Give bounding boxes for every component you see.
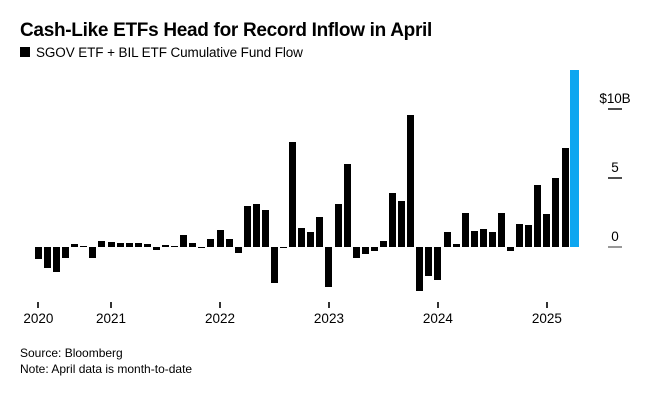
bar [116, 242, 124, 247]
legend-label: SGOV ETF + BIL ETF Cumulative Fund Flow [36, 44, 303, 60]
y-axis-tick [608, 177, 622, 179]
x-axis-label: 2023 [313, 311, 344, 326]
bar [525, 224, 533, 247]
x-axis-tick [37, 302, 40, 308]
chart-footer: Source: Bloomberg Note: April data is mo… [20, 345, 192, 377]
bar [416, 247, 424, 292]
bar [343, 164, 351, 247]
x-axis-tick [327, 302, 330, 308]
bar [352, 247, 360, 259]
y-axis-label: 5 [611, 160, 619, 175]
x-axis-label: 2020 [23, 311, 54, 326]
bar [234, 247, 242, 253]
bar [261, 209, 269, 247]
bar [80, 245, 88, 247]
bar [379, 241, 387, 247]
bar [62, 247, 70, 259]
bar [370, 247, 378, 252]
bar [425, 247, 433, 276]
bar [198, 247, 206, 249]
bar [98, 241, 106, 247]
chart-title: Cash-Like ETFs Head for Record Inflow in… [20, 20, 432, 41]
bar [461, 212, 469, 247]
bar [470, 231, 478, 247]
bar [325, 247, 333, 288]
bar [152, 247, 160, 251]
bar [516, 223, 524, 247]
bar [452, 243, 460, 247]
bar [334, 204, 342, 247]
bar [216, 230, 224, 247]
bar [270, 247, 278, 283]
bar [298, 228, 306, 247]
x-axis-tick [545, 302, 548, 308]
bar [443, 231, 451, 247]
bar [389, 193, 397, 247]
x-axis-tick [110, 302, 113, 308]
bar [543, 213, 551, 247]
bar [171, 245, 179, 247]
bar [407, 114, 415, 247]
bar [316, 216, 324, 247]
y-axis-label: 0 [611, 229, 619, 244]
bar [280, 247, 288, 249]
x-axis-tick [436, 302, 439, 308]
bar [180, 235, 188, 247]
bar [361, 247, 369, 254]
bar [71, 244, 79, 247]
y-axis-tick [608, 108, 622, 110]
chart-legend: SGOV ETF + BIL ETF Cumulative Fund Flow [20, 44, 303, 60]
bar [307, 231, 315, 247]
bar [107, 242, 115, 247]
bar [134, 242, 142, 247]
y-axis-tick [608, 246, 622, 248]
bar [162, 244, 170, 247]
bar [252, 204, 260, 247]
x-axis-label: 2024 [422, 311, 453, 326]
bar [43, 247, 51, 268]
source-text: Source: Bloomberg [20, 346, 123, 360]
note-text: Note: April data is month-to-date [20, 362, 193, 376]
bar [53, 247, 61, 272]
bar [434, 247, 442, 281]
x-axis-label: 2021 [96, 311, 127, 326]
y-axis-label: $10B [599, 91, 631, 106]
bar [561, 147, 569, 247]
x-axis-tick [219, 302, 221, 308]
bar [125, 242, 133, 247]
bar [479, 229, 487, 247]
bar [225, 239, 233, 247]
bar [534, 184, 542, 247]
bar [189, 242, 197, 247]
bar [89, 247, 97, 259]
bar [488, 231, 496, 247]
bar [243, 205, 251, 247]
bar [552, 178, 560, 247]
bar [289, 142, 297, 247]
x-axis-label: 2025 [531, 311, 562, 326]
legend-swatch-icon [20, 47, 30, 57]
bar [398, 201, 406, 247]
bar [34, 247, 42, 260]
x-axis-label: 2022 [204, 311, 236, 326]
bar [497, 213, 505, 247]
bar [143, 244, 151, 247]
bar-highlight-april-2025 [569, 70, 579, 247]
bar [507, 247, 515, 252]
bar [207, 239, 215, 247]
